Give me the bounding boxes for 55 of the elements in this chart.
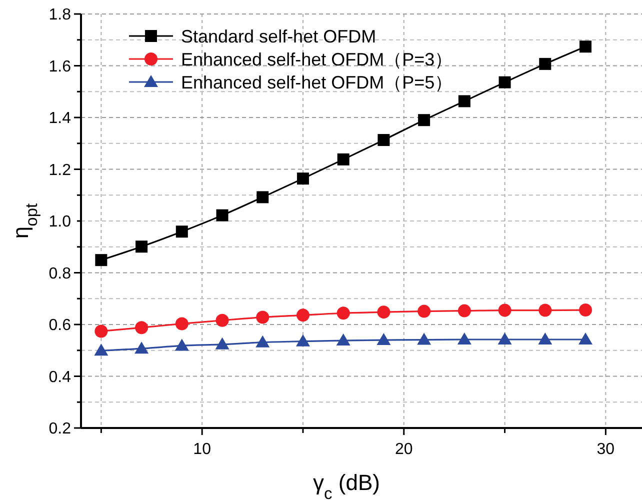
y-tick-label: 1.8 [48, 6, 72, 24]
point [216, 209, 228, 222]
legend-label: Standard self-het OFDM [181, 26, 376, 46]
x-axis-title: γ$_{c}$ (dB) [313, 470, 380, 500]
point [377, 306, 390, 319]
y-tick-label: 1.2 [48, 162, 72, 179]
point [457, 332, 472, 345]
point [296, 334, 310, 346]
point [539, 58, 552, 70]
point [376, 333, 391, 346]
point [94, 324, 108, 338]
y-tick-label: 0.6 [48, 317, 72, 334]
point [256, 191, 269, 204]
point [578, 332, 592, 345]
point [296, 308, 310, 322]
point [498, 76, 511, 88]
point [498, 332, 512, 345]
point [175, 317, 188, 330]
point [336, 306, 350, 320]
y-tick-label: 0.4 [48, 368, 72, 386]
point [579, 40, 592, 53]
point [94, 344, 108, 356]
legend-label: Enhanced self-het OFDM（P=5） [181, 72, 453, 92]
y-tick-label: 1.6 [48, 58, 72, 76]
point [174, 338, 189, 351]
point [578, 304, 592, 317]
point [136, 240, 148, 253]
point [378, 134, 390, 146]
x-tick-label: 30 [596, 441, 615, 458]
point [458, 95, 470, 108]
point [418, 304, 431, 318]
point [135, 321, 148, 334]
y-tick-label: 1.0 [48, 214, 72, 231]
point [95, 254, 108, 266]
legend-label: Enhanced self-het OFDM（P=3） [181, 49, 453, 70]
point [458, 304, 471, 318]
point [256, 335, 270, 348]
point [215, 337, 230, 350]
point [538, 304, 552, 317]
x-tick-label: 20 [394, 441, 413, 458]
y-tick-label: 1.4 [48, 110, 72, 128]
point [216, 314, 229, 327]
point [134, 342, 149, 354]
point [337, 153, 350, 166]
point [296, 172, 309, 185]
point [417, 332, 432, 345]
point [256, 310, 270, 324]
y-tick-label: 0.2 [48, 420, 72, 438]
y-tick-label: 0.8 [48, 265, 72, 282]
point [538, 332, 552, 345]
point [498, 304, 512, 317]
point [418, 114, 430, 126]
point [176, 226, 188, 238]
point [336, 334, 350, 346]
x-tick-label: 10 [193, 441, 212, 458]
